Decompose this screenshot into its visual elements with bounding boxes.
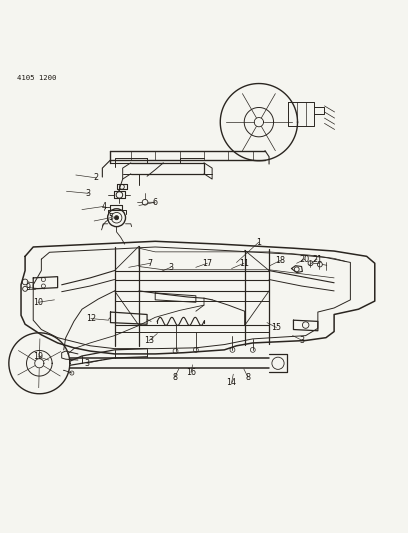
Text: 9: 9 bbox=[26, 283, 31, 292]
Text: 3: 3 bbox=[86, 189, 91, 198]
Text: 7: 7 bbox=[148, 259, 153, 268]
Text: 1: 1 bbox=[256, 238, 262, 247]
Text: 8: 8 bbox=[246, 373, 251, 382]
Text: 8: 8 bbox=[172, 373, 177, 382]
Text: 5: 5 bbox=[108, 213, 113, 222]
Text: 12: 12 bbox=[86, 314, 96, 323]
Text: 13: 13 bbox=[144, 336, 154, 345]
Text: 10: 10 bbox=[33, 298, 43, 307]
Text: 11: 11 bbox=[239, 259, 249, 268]
Text: 4: 4 bbox=[102, 202, 107, 211]
Text: 20: 20 bbox=[300, 255, 310, 264]
Text: 21: 21 bbox=[312, 255, 322, 264]
Circle shape bbox=[115, 216, 119, 220]
Text: 3: 3 bbox=[300, 336, 305, 345]
Text: 18: 18 bbox=[275, 256, 286, 265]
Text: 15: 15 bbox=[271, 323, 282, 332]
Text: 3: 3 bbox=[84, 359, 89, 368]
Text: 17: 17 bbox=[202, 259, 212, 268]
Text: 16: 16 bbox=[186, 368, 196, 377]
Text: 4105 1200: 4105 1200 bbox=[17, 75, 56, 82]
Text: 14: 14 bbox=[227, 378, 237, 387]
Text: 2: 2 bbox=[94, 173, 99, 182]
Text: 6: 6 bbox=[153, 198, 158, 207]
Text: 3: 3 bbox=[168, 263, 173, 272]
Text: 19: 19 bbox=[33, 352, 43, 361]
